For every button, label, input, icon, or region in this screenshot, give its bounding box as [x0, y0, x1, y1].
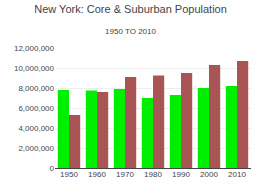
svg-text:1950 TO 2010: 1950 TO 2010 [105, 27, 156, 36]
svg-text:1950: 1950 [60, 170, 78, 179]
svg-text:4,000,000: 4,000,000 [18, 124, 54, 133]
svg-text:12,000,000: 12,000,000 [14, 44, 55, 53]
svg-text:8,000,000: 8,000,000 [18, 84, 54, 93]
svg-text:0: 0 [50, 164, 55, 173]
svg-text:2010: 2010 [228, 170, 246, 179]
svg-text:1960: 1960 [88, 170, 106, 179]
svg-text:2,000,000: 2,000,000 [18, 144, 54, 153]
svg-text:1970: 1970 [116, 170, 134, 179]
svg-text:1980: 1980 [144, 170, 162, 179]
svg-text:10,000,000: 10,000,000 [14, 64, 55, 73]
svg-text:1990: 1990 [172, 170, 190, 179]
svg-text:6,000,000: 6,000,000 [18, 104, 54, 113]
svg-text:New York: Core & Suburban Popu: New York: Core & Suburban Population [34, 3, 227, 15]
svg-text:2000: 2000 [200, 170, 218, 179]
